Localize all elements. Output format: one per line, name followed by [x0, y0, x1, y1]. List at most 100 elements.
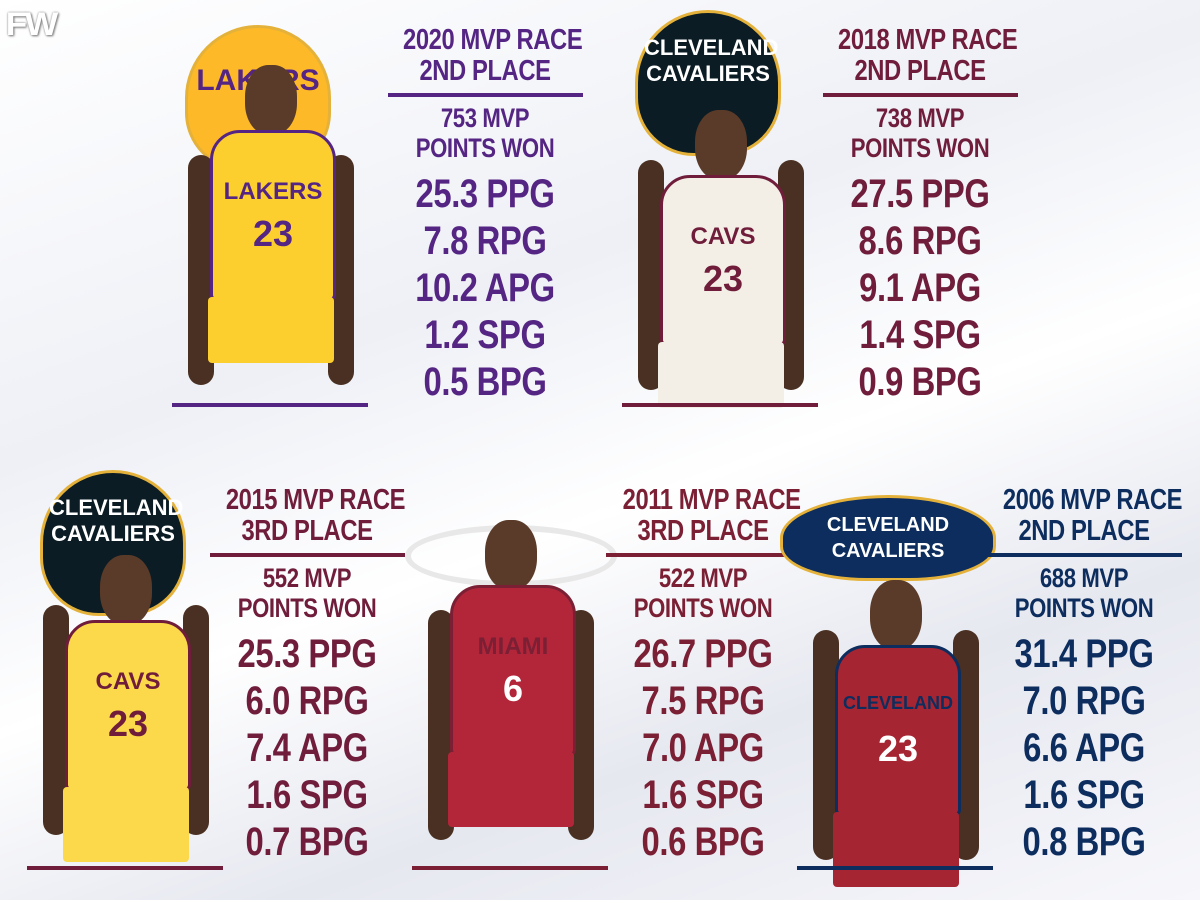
jersey-text: CAVS: [95, 668, 161, 695]
fw-logo: FW: [5, 6, 59, 42]
stat-spg: 1.6 SPG: [1023, 773, 1145, 817]
stats-gap: [208, 623, 406, 631]
stat-apg: 7.4 APG: [246, 726, 368, 770]
photo-baseline: [622, 403, 818, 407]
stat-rpg: 7.5 RPG: [641, 679, 765, 723]
mvp-race-place: 2ND PLACE: [419, 55, 551, 87]
mvp-points-label: POINTS WON: [1014, 593, 1154, 623]
mvp-race-year: 2018 MVP RACE: [838, 24, 1018, 56]
player-jersey: CAVS 23: [65, 620, 191, 791]
stats-block: 2006 MVP RACE 2ND PLACE 688 MVP POINTS WON 3…: [985, 485, 1183, 866]
mvp-points: 753 MVP: [440, 103, 530, 133]
player-shorts: [658, 342, 784, 408]
stat-rpg: 6.0 RPG: [245, 679, 369, 723]
title-divider: [605, 553, 801, 557]
mvp-race-place: 2ND PLACE: [854, 55, 986, 87]
stat-spg: 1.6 SPG: [246, 773, 368, 817]
stat-spg: 1.6 SPG: [642, 773, 764, 817]
stats-block: 2015 MVP RACE 3RD PLACE 552 MVP POINTS WON 2…: [208, 485, 406, 866]
stats-gap: [985, 623, 1183, 631]
mvp-points: 738 MVP: [875, 103, 965, 133]
title-divider: [209, 553, 405, 557]
mvp-points-label: POINTS WON: [850, 133, 990, 163]
mvp-points-label: POINTS WON: [237, 593, 377, 623]
title-divider: [986, 553, 1182, 557]
photo-baseline: [27, 866, 223, 870]
stat-spg: 1.4 SPG: [859, 313, 981, 357]
player-head: [100, 555, 152, 625]
mvp-race-year: 2015 MVP RACE: [225, 484, 406, 516]
photo-baseline: [172, 403, 368, 407]
team-logo-text: CLEVELAND CAVALIERS: [644, 35, 779, 86]
player-jersey: CAVS 23: [660, 175, 786, 346]
stats-gap: [820, 163, 1020, 171]
stat-ppg: 31.4 PPG: [1014, 632, 1154, 676]
player-photo: CLEVELAND CAVALIERS CLEVELAND 23: [780, 495, 996, 887]
player-shorts: [208, 297, 334, 363]
stats-gap: [605, 623, 801, 631]
team-logo: CLEVELAND CAVALIERS: [780, 495, 996, 581]
mvp-points: 552 MVP: [262, 563, 352, 593]
jersey-number: 23: [702, 258, 744, 299]
title-divider: [822, 93, 1018, 97]
player-photo: CLEVELAND CAVALIERS CAVS 23: [25, 470, 225, 865]
player-head: [245, 65, 297, 135]
jersey-text: CAVS: [690, 223, 756, 250]
stat-ppg: 26.7 PPG: [633, 632, 773, 676]
jersey-text: MIAMI: [477, 633, 549, 660]
stats-block: 2018 MVP RACE 2ND PLACE 738 MVP POINTS WON 2…: [820, 25, 1020, 406]
player-jersey: LAKERS 23: [210, 130, 336, 301]
player-photo: LAKERSLAKERS 23: [170, 25, 370, 405]
mvp-race-year: 2020 MVP RACE: [403, 24, 583, 56]
player-jersey: MIAMI 6: [450, 585, 576, 756]
stat-rpg: 8.6 RPG: [858, 219, 982, 263]
player-photo: CLEVELAND CAVALIERS CAVS 23: [620, 10, 820, 408]
mvp-points: 688 MVP: [1039, 563, 1129, 593]
jersey-text: LAKERS: [223, 178, 323, 205]
mvp-points-label: POINTS WON: [633, 593, 773, 623]
player-shorts: [448, 752, 574, 827]
stat-ppg: 27.5 PPG: [850, 172, 990, 216]
player-head: [870, 580, 922, 650]
mvp-race-place: 2ND PLACE: [1018, 515, 1150, 547]
stat-ppg: 25.3 PPG: [415, 172, 555, 216]
stat-spg: 1.2 SPG: [424, 313, 546, 357]
stats-block: 2020 MVP RACE 2ND PLACE 753 MVP POINTS WON 2…: [385, 25, 585, 406]
title-divider: [387, 93, 583, 97]
jersey-number: 6: [502, 668, 524, 709]
stat-bpg: 0.8 BPG: [1022, 820, 1146, 864]
mvp-race-place: 3RD PLACE: [241, 515, 373, 547]
team-logo-text: CLEVELAND CAVALIERS: [49, 495, 184, 546]
jersey-number: 23: [107, 703, 149, 744]
stat-bpg: 0.9 BPG: [858, 360, 982, 404]
player-head: [695, 110, 747, 180]
jersey-number: 23: [252, 213, 294, 254]
stat-rpg: 7.0 RPG: [1022, 679, 1146, 723]
mvp-race-place: 3RD PLACE: [637, 515, 769, 547]
stat-bpg: 0.6 BPG: [641, 820, 765, 864]
mvp-race-year: 2006 MVP RACE: [1002, 484, 1183, 516]
player-shorts: [833, 812, 959, 887]
stat-apg: 9.1 APG: [859, 266, 981, 310]
player-photo: MIAMI 6: [405, 475, 617, 865]
stat-ppg: 25.3 PPG: [237, 632, 377, 676]
jersey-text: CLEVELAND: [842, 693, 953, 713]
jersey-number: 23: [877, 728, 919, 769]
photo-baseline: [412, 866, 608, 870]
stats-block: 2011 MVP RACE 3RD PLACE 522 MVP POINTS WON 2…: [605, 485, 801, 866]
mvp-points: 522 MVP: [658, 563, 748, 593]
player-jersey: CLEVELAND 23: [835, 645, 961, 816]
mvp-points-label: POINTS WON: [415, 133, 555, 163]
mvp-race-year: 2011 MVP RACE: [622, 484, 801, 516]
stat-bpg: 0.5 BPG: [423, 360, 547, 404]
stat-rpg: 7.8 RPG: [423, 219, 547, 263]
stat-apg: 6.6 APG: [1023, 726, 1145, 770]
stat-bpg: 0.7 BPG: [245, 820, 369, 864]
photo-baseline: [797, 866, 993, 870]
stat-apg: 7.0 APG: [642, 726, 764, 770]
player-head: [485, 520, 537, 590]
stat-apg: 10.2 APG: [415, 266, 555, 310]
stats-gap: [385, 163, 585, 171]
player-shorts: [63, 787, 189, 862]
team-logo-text: CLEVELAND CAVALIERS: [826, 514, 950, 562]
